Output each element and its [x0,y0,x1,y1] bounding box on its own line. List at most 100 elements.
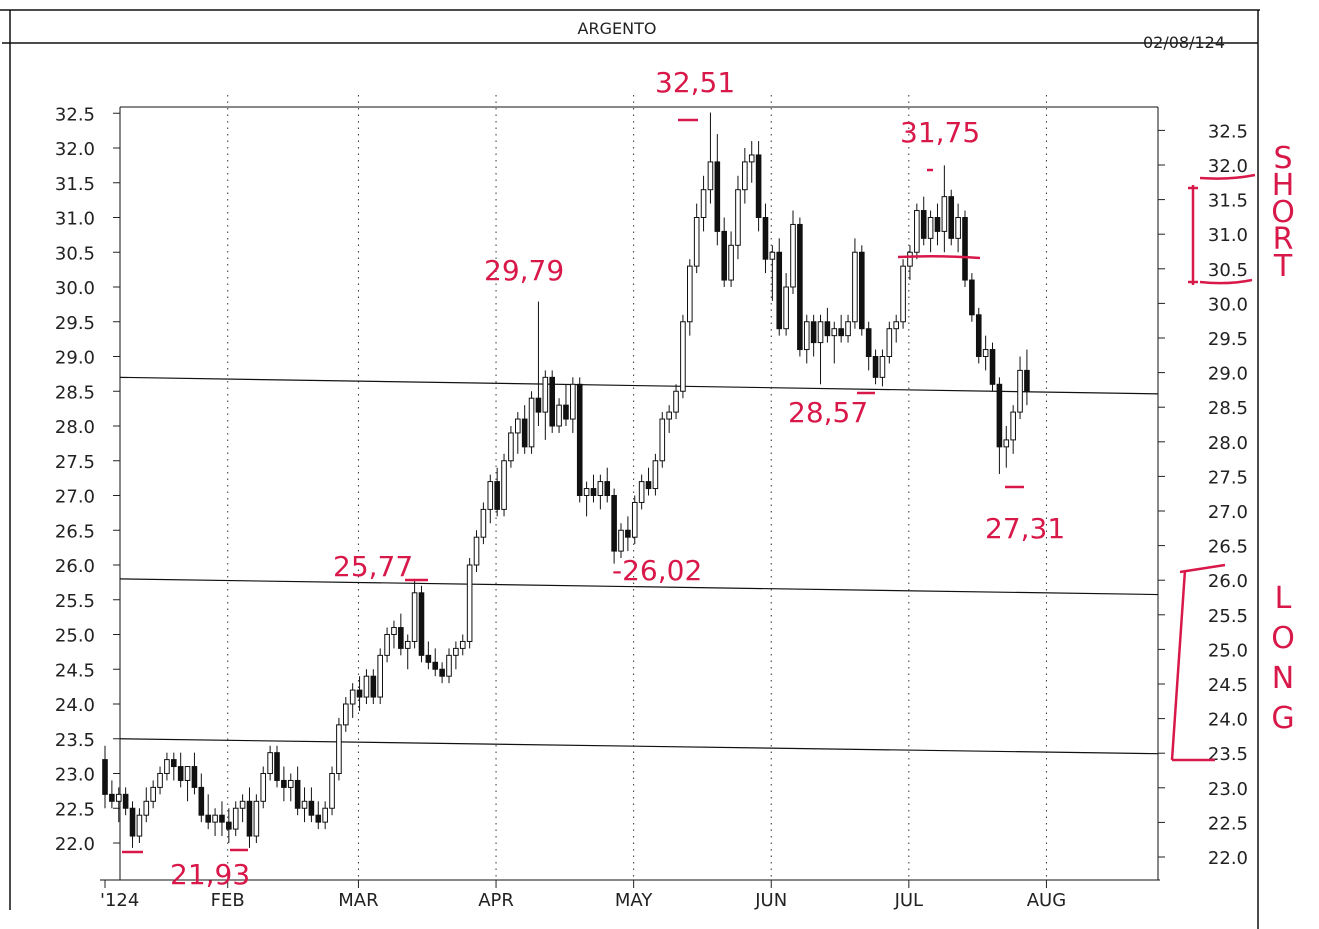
y-tick-right: 32.0 [1208,156,1248,177]
candle-body [680,321,686,392]
candle-body [102,759,108,795]
candle-body [797,223,803,351]
candle [975,307,982,364]
annotation-27-31: 27,31 [985,512,1065,545]
candle [232,801,239,837]
y-tick-left: 25.0 [55,626,95,647]
candle [122,787,129,816]
candle-body [611,495,617,552]
short-bracket [1188,185,1198,285]
candle-body [1024,369,1030,392]
candle [143,787,150,823]
short-letter: S [1273,141,1292,176]
candle [707,112,714,204]
candle [308,787,315,823]
candle [879,349,886,387]
candle [287,773,294,802]
long-bracket [1170,563,1226,762]
candle [322,801,328,830]
y-tick-right: 29.0 [1208,364,1248,385]
candle-body [549,376,556,427]
candle [336,717,342,781]
annotation-28-57: 28,57 [788,396,868,429]
candle-body [838,328,844,337]
horizontal-level-line [119,738,1159,755]
candle [556,398,562,433]
level-30-5-line [897,254,981,260]
candle [115,787,122,823]
candle [721,217,728,287]
candle [315,801,322,830]
y-tick-right: 24.0 [1208,710,1248,731]
candle [398,613,404,656]
y-tick-left: 28.5 [55,382,95,403]
candle [735,175,741,260]
long-letter: N [1272,661,1294,696]
candle-body [748,154,755,163]
x-tick-label: MAY [615,890,653,911]
y-axis-right: 22.0 22.5 23.0 23.5 24.0 24.5 25.0 25.5 26.0 26.5… [1158,121,1248,869]
x-axis: '124 FEB MAR APR MAY JUN JUL AUG [100,880,1066,911]
y-tick-left: 31.5 [55,174,95,195]
candle [253,794,260,843]
candle-body [453,647,459,656]
x-tick-label: APR [478,890,514,911]
short-underline-top [1199,173,1256,180]
candle-body [315,814,322,823]
candle-body [659,418,666,462]
candle-body [790,223,796,288]
candle [219,801,225,837]
candle-body [501,460,507,510]
candle [239,794,246,823]
candle [969,273,975,322]
candle-body [914,210,920,253]
candle [762,203,769,274]
y-tick-left: 22.5 [55,799,95,820]
candle [982,335,989,371]
candle [824,307,831,343]
candle [742,148,748,204]
candle [294,766,301,816]
candle [370,669,377,704]
candle-body [1010,411,1016,441]
candle-body [370,675,377,698]
candle [466,558,473,649]
candle-body [920,210,927,239]
candle [755,141,762,232]
y-tick-left: 27.5 [55,452,95,473]
candle [962,210,968,287]
candle [212,808,218,837]
candle-body [260,773,267,802]
annotation-29-79: 29,79 [484,254,564,287]
candle-body [700,189,707,218]
candle-body [122,793,129,809]
candle [618,523,624,559]
candle [177,752,184,788]
candle-body [631,501,638,538]
y-tick-right: 25.5 [1208,606,1248,627]
candle [404,634,411,670]
candle-body [391,627,397,635]
y-tick-right: 26.5 [1208,537,1248,558]
candle [597,474,604,510]
candle-body [996,383,1003,448]
candle-body [115,793,122,802]
candle-body [336,724,342,774]
candle-body [191,766,198,788]
candle-body [404,640,411,649]
candle-body [831,328,838,337]
candle-body [879,356,886,378]
candle-body [432,661,439,670]
short-letter: O [1271,195,1295,230]
candle-body [721,230,728,281]
candle-body [927,217,934,239]
y-tick-right: 30.0 [1208,294,1248,315]
candle-body [246,800,253,837]
candle [453,641,459,670]
candle [583,481,590,517]
candle-body [570,383,576,420]
y-tick-right: 24.5 [1208,675,1248,696]
candle-body [955,217,961,239]
candle [748,141,755,183]
candle-body [136,814,143,837]
